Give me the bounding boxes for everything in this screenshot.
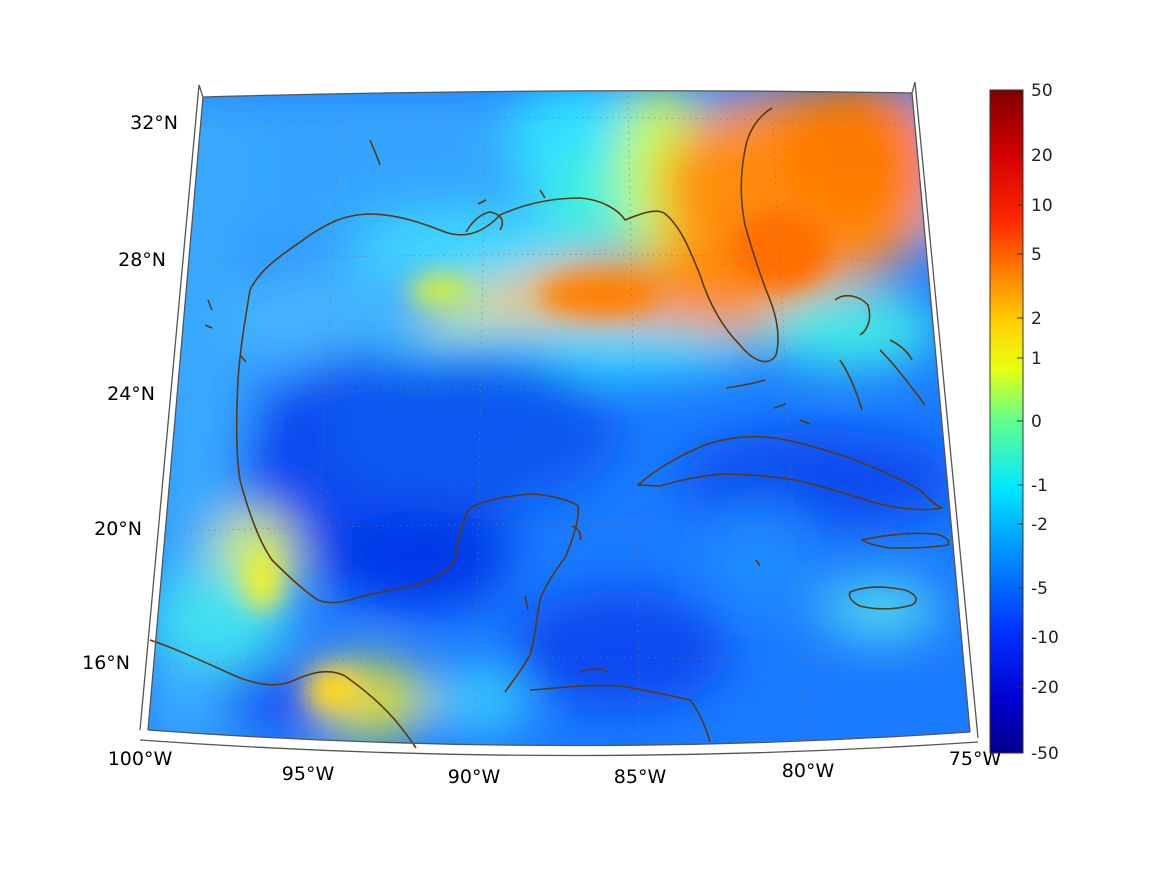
graticule xyxy=(149,90,963,746)
colorbar-ticks xyxy=(1017,154,1023,688)
colorbar-label-neg1: -1 xyxy=(1031,476,1048,496)
mexico-coastline xyxy=(235,289,580,693)
jamaica-coastline xyxy=(848,586,917,610)
colorbar: 50 20 10 5 2 1 0 -1 -2 -5 -10 -20 -50 xyxy=(989,81,1059,764)
latitude-labels: 32°N 28°N 24°N 20°N 16°N xyxy=(82,112,178,674)
frame-bottom-inner xyxy=(147,729,971,747)
keys-and-islands xyxy=(204,299,811,425)
frame-left-inner xyxy=(147,96,204,731)
colorbar-label-neg2: -2 xyxy=(1031,515,1048,535)
colorbar-label-20: 20 xyxy=(1031,146,1053,166)
lon-label-85w: 85°W xyxy=(614,766,667,788)
longitude-labels: 100°W 95°W 90°W 85°W 80°W 75°W xyxy=(108,748,1002,788)
lat-label-28n: 28°N xyxy=(118,249,166,271)
bahamas-coastline xyxy=(834,294,926,411)
gulf-coastline xyxy=(249,107,779,363)
lat-label-24n: 24°N xyxy=(107,383,155,405)
lon-label-90w: 90°W xyxy=(448,766,501,788)
colorbar-label-neg5: -5 xyxy=(1031,579,1048,599)
mississippi-delta xyxy=(369,139,546,233)
yucatan-islands xyxy=(524,525,761,673)
frame-right-inner xyxy=(911,92,971,733)
frame-bottom-outer xyxy=(139,739,979,757)
cuba-coastline xyxy=(637,435,943,511)
lat-label-32n: 32°N xyxy=(130,112,178,134)
map-frame xyxy=(139,81,979,757)
lon-label-100w: 100°W xyxy=(108,748,173,770)
lon-label-75w: 75°W xyxy=(949,748,1002,770)
honduras-coastline xyxy=(529,684,711,743)
lon-label-95w: 95°W xyxy=(282,763,335,785)
frame-right-outer xyxy=(914,81,979,739)
frame-left-outer xyxy=(139,84,200,731)
colorbar-label-5: 5 xyxy=(1031,245,1042,265)
colorbar-label-neg20: -20 xyxy=(1031,678,1059,698)
hispaniola-coastline xyxy=(861,532,950,549)
colorbar-label-neg10: -10 xyxy=(1031,628,1059,648)
colorbar-label-neg50: -50 xyxy=(1031,744,1059,764)
colorbar-label-50: 50 xyxy=(1031,81,1053,101)
colorbar-label-10: 10 xyxy=(1031,196,1053,216)
lat-label-16n: 16°N xyxy=(82,652,130,674)
lon-label-80w: 80°W xyxy=(782,760,835,782)
colorbar-label-2: 2 xyxy=(1031,309,1042,329)
map-field xyxy=(148,90,970,746)
colorbar-label-0: 0 xyxy=(1031,412,1042,432)
central-america-coastline xyxy=(149,639,417,749)
colorbar-label-1: 1 xyxy=(1031,349,1042,369)
lat-label-20n: 20°N xyxy=(94,518,142,540)
frame-top xyxy=(198,81,916,98)
coastlines xyxy=(149,107,950,749)
